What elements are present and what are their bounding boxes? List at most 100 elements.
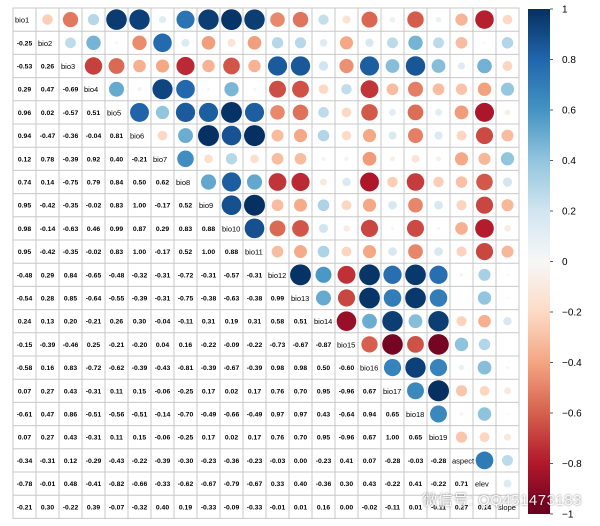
corr-value: -0.21 [109,342,125,349]
corr-value: -0.63 [63,226,79,233]
corr-value: -0.36 [63,133,79,140]
corr-value: 0.30 [41,504,54,511]
corr-value: 0.20 [64,319,77,326]
colorbar-tick-label: −0.4 [562,358,582,369]
corr-value: -0.67 [293,342,309,349]
corr-circle-bio14-bio19 [428,310,449,332]
colorbar-tick-label: 0.8 [562,55,576,66]
variable-label: bio2 [38,39,52,48]
corr-circle-bio9-bio14 [317,199,330,212]
corr-value: 0.16 [179,342,192,349]
corr-value: -0.17 [155,203,171,210]
corr-value: -0.21 [132,156,148,163]
corr-circle-bio2-bio11 [247,36,262,50]
variable-label: bio17 [383,387,401,396]
corr-value: -0.41 [86,481,102,488]
corr-value: -0.48 [17,272,33,279]
corr-circle-bio4-bio14 [318,84,329,95]
corr-circle-bio8-bio15 [342,177,351,187]
corr-circle-bio8-slope [502,177,513,187]
corr-circle-bio15-bio16 [361,336,378,353]
corr-value: 0.87 [133,226,146,233]
corr-circle-bio4-bio9 [207,87,210,91]
corr-circle-bio13-bio16 [359,287,380,309]
corr-value: 0.43 [363,481,376,488]
corr-circle-bio8-bio18 [406,173,425,191]
corr-circle-bio7-slope [500,152,515,166]
corr-circle-bio9-aspect [456,200,467,211]
corr-value: -0.35 [63,249,79,256]
corr-circle-bio3-bio17 [385,59,400,73]
corr-circle-bio9-bio15 [341,200,352,211]
corr-circle-bio19-slope [504,433,511,441]
corr-circle-bio1-bio13 [292,11,309,28]
corr-circle-bio5-bio14 [318,107,329,118]
corr-value: 0.79 [87,180,100,187]
corr-circle-bio6-bio7 [157,130,168,141]
corr-value: -0.25 [178,435,194,442]
corr-circle-bio6-bio8 [178,128,193,144]
variable-label: bio15 [337,340,355,349]
corr-value: -0.39 [132,296,148,303]
corr-value: -0.11 [178,319,193,326]
corr-value: 0.67 [363,388,376,395]
corr-circle-bio4-bio16 [360,80,379,99]
corr-circle-bio12-bio15 [337,265,356,284]
corr-circle-bio9-bio11 [244,194,265,216]
corr-value: 0.97 [271,412,284,419]
corr-circle-bio19-aspect [455,431,468,443]
corr-value: -0.43 [109,458,125,465]
corr-circle-bio4-bio7 [152,79,173,100]
corr-circle-bio4-aspect [455,83,468,95]
corr-circle-bio7-bio19 [435,156,442,162]
corr-circle-bio16-bio18 [405,357,426,378]
corr-circle-bio7-bio12 [271,152,284,165]
corr-value: -0.57 [224,272,240,279]
corr-value: -0.64 [339,412,355,419]
colorbar: 1 0.8 0.6 0.4 0.2 0 −0.2 −0.4 −0.6 −0.8 −1 [528,5,582,521]
corr-value: -0.57 [63,110,79,117]
variable-label: slope [498,503,516,512]
corr-circle-bio17-slope [504,387,511,395]
corr-value: 0.50 [133,180,146,187]
corr-value: -0.04 [86,133,102,140]
corr-value: -0.28 [431,458,447,465]
corr-value: -0.49 [247,412,263,419]
variable-label: bio10 [222,224,240,233]
corr-circle-bio13-bio14 [316,290,331,306]
corr-value: -0.22 [431,481,447,488]
corr-circle-bio1-bio4 [87,13,100,26]
corr-value: 0.30 [340,481,353,488]
corr-value: -0.53 [17,64,33,71]
corr-circle-bio2-bio3 [65,37,76,49]
corr-circle-bio14-bio15 [336,311,357,331]
corr-circle-bio4-bio6 [137,87,142,92]
corr-circle-bio10-bio18 [406,219,425,237]
corr-circle-bio6-bio16 [362,129,377,143]
corr-value: 0.30 [133,319,146,326]
corr-value: 0.94 [18,133,31,140]
corr-value: 0.29 [41,272,54,279]
colorbar-tick-label: 0 [562,257,568,268]
corr-circle-bio3-elev [477,58,492,74]
corr-value: -0.33 [201,504,217,511]
corr-circle-bio10-bio12 [269,220,286,237]
corr-value: -0.39 [201,365,217,372]
corr-circle-bio3-bio6 [133,59,146,73]
corr-value: -0.31 [40,458,56,465]
corr-circle-bio4-bio17 [386,83,399,96]
corr-value: 0.98 [18,226,31,233]
corr-circle-bio18-slope [506,412,509,416]
corr-value: -0.38 [247,296,263,303]
corr-circle-bio10-elev [475,219,494,238]
corr-value: 0.11 [110,388,123,395]
corr-circle-bio4-bio13 [292,80,309,98]
corr-value: -0.75 [178,296,194,303]
colorbar-gradient [528,9,550,514]
corr-circle-bio6-bio14 [317,129,330,142]
corr-value: 1.00 [386,435,399,442]
corr-circle-bio13-slope [506,296,509,300]
corr-circle-bio14-bio17 [382,310,403,332]
corr-circle-bio17-bio19 [428,380,449,402]
corr-circle-bio12-aspect [459,272,464,277]
